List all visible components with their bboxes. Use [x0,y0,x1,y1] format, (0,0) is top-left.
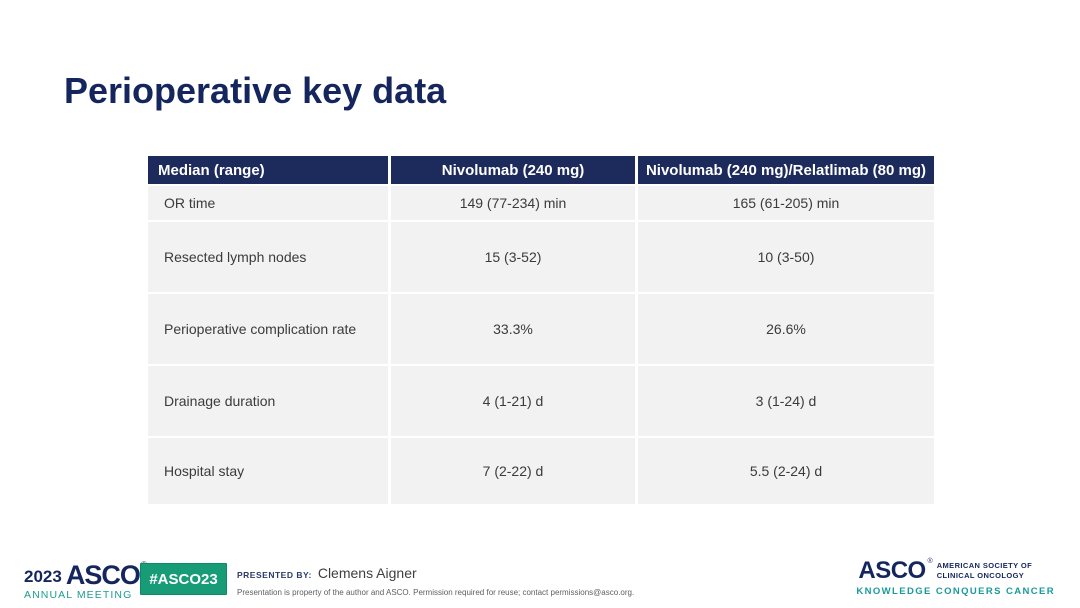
table-cell: 4 (1-21) d [391,366,635,436]
asco-society-logo: ASCO ® AMERICAN SOCIETY OF CLINICAL ONCOL… [856,557,1055,597]
slide-footer: 2023 ASCO® ANNUAL MEETING #ASCO23 PRESEN… [0,556,1080,608]
page-title: Perioperative key data [64,70,447,111]
table-header-nivolumab: Nivolumab (240 mg) [391,156,635,184]
registered-mark: ® [927,558,933,565]
meeting-name: ANNUAL MEETING [24,588,133,601]
table-cell: 33.3% [391,294,635,364]
table-cell: 15 (3-52) [391,222,635,292]
meeting-year: 2023 [24,566,62,586]
asco-annual-meeting-logo: 2023 ASCO® ANNUAL MEETING [24,561,147,601]
table-row-label: Resected lymph nodes [148,222,388,292]
table-header-median-range: Median (range) [148,156,388,184]
table-cell: 7 (2-22) d [391,438,635,504]
table-row-label: Perioperative complication rate [148,294,388,364]
table-header-nivolumab-relatlimab: Nivolumab (240 mg)/Relatlimab (80 mg) [638,156,934,184]
table-cell: 3 (1-24) d [638,366,934,436]
society-name: AMERICAN SOCIETY OF CLINICAL ONCOLOGY [936,561,1033,580]
table-cell: 26.6% [638,294,934,364]
perioperative-data-table: Median (range) Nivolumab (240 mg) Nivolu… [148,156,934,504]
disclaimer-text: Presentation is property of the author a… [237,588,635,597]
asco-tagline: KNOWLEDGE CONQUERS CANCER [856,585,1055,597]
presenter-name: Clemens Aigner [317,565,417,581]
table-cell: 10 (3-50) [638,222,934,292]
table-row-label: Hospital stay [148,438,388,504]
table-cell: 149 (77-234) min [391,186,635,220]
table-row-label: OR time [148,186,388,220]
hashtag-badge: #ASCO23 [140,563,227,595]
table-cell: 165 (61-205) min [638,186,934,220]
asco-wordmark: ASCO® [66,561,147,589]
presenter-block: PRESENTED BY: Clemens Aigner Presentatio… [237,565,634,597]
table-row-label: Drainage duration [148,366,388,436]
presented-by-label: PRESENTED BY: [237,570,312,580]
table-cell: 5.5 (2-24) d [638,438,934,504]
asco-wordmark: ASCO® [858,557,933,584]
